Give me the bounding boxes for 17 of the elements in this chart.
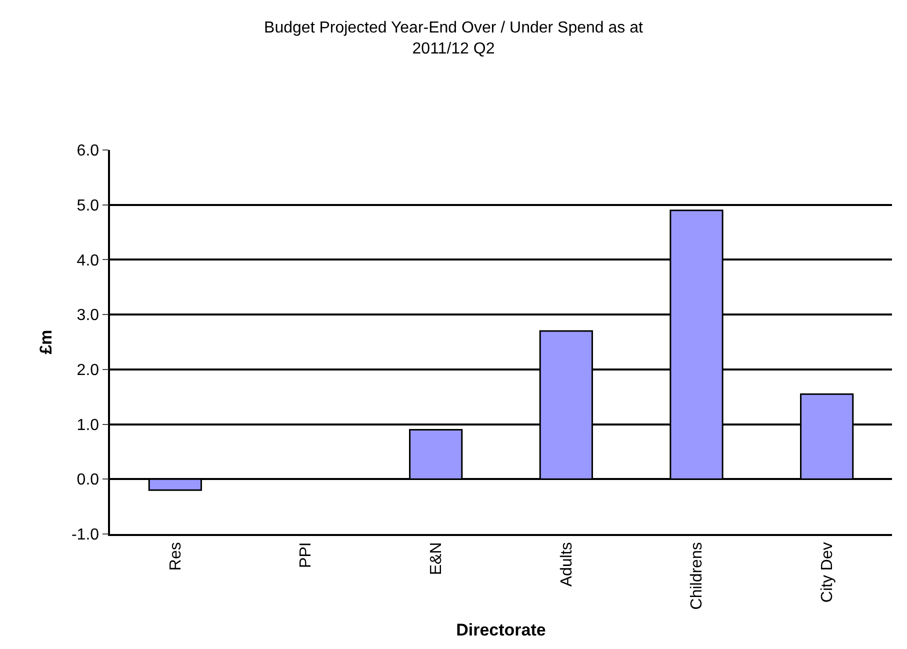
y-tick-label: 3.0 [76,307,100,324]
x-tick-label: PPI [298,542,315,568]
x-tick-label: Childrens [688,542,706,610]
y-tick-label: -1.0 [71,526,100,544]
x-tick-label: City Dev [819,542,836,603]
y-tick-label: 1.0 [76,416,100,434]
chart-title: Budget Projected Year-End Over / Under Spend as at 2011/12 Q2 [264,19,644,58]
x-tick-label: Res [167,542,184,571]
x-tick-label: Adults [558,542,576,587]
x-tick-label: E&N [428,542,446,576]
x-axis-title: Directorate [456,620,546,640]
y-tick-label: 4.0 [76,252,100,270]
y-tick-label: 2.0 [76,362,100,380]
y-tick-label: 6.0 [76,142,100,160]
y-axis-title: £m [36,330,56,354]
y-tick-label: 0.0 [76,472,100,489]
y-tick-label: 5.0 [76,197,100,214]
